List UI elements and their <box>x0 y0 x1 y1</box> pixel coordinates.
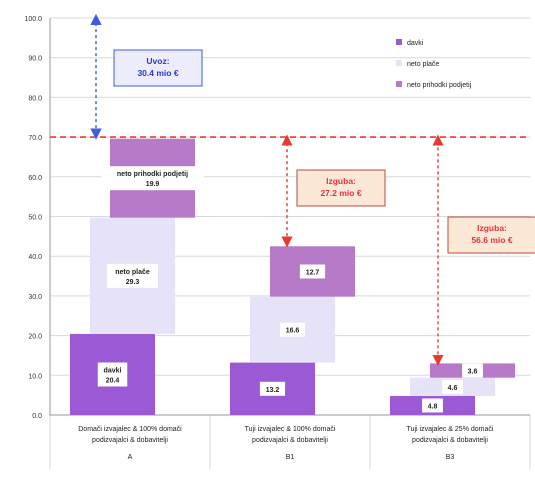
annotation-box <box>447 216 535 254</box>
data-label: 4.6 <box>448 385 458 392</box>
y-tick-label: 50.0 <box>28 215 42 222</box>
annotation-text: Uvoz: <box>146 56 169 66</box>
x-tick-label-line2: podizvajalci & dobavitelji <box>412 437 488 444</box>
data-label: 20.4 <box>106 378 120 385</box>
x-tick-label-line2: podizvajalci & dobavitelji <box>252 437 328 444</box>
data-label: neto prihodki podjetij <box>117 171 188 178</box>
x-tick-label-code: B3 <box>446 454 455 461</box>
data-label: 13.2 <box>266 387 280 394</box>
annotation-box <box>113 49 203 87</box>
legend-label: neto plače <box>407 61 439 68</box>
data-label: 12.7 <box>306 269 320 276</box>
data-label-box <box>259 381 286 396</box>
y-tick-label: 30.0 <box>28 294 42 301</box>
x-tick-label-code: B1 <box>286 454 295 461</box>
annotation-text: Izguba: <box>326 176 356 186</box>
x-tick-label-code: A <box>128 454 133 461</box>
annotations: Uvoz: 30.4 mio € Izguba: 27.2 mio € Izguba: 5… <box>90 13 535 366</box>
y-tick-label: 60.0 <box>28 175 42 182</box>
bars: davki 20.4 neto plače 29.3 neto prihodki pod… <box>70 138 515 415</box>
y-tick-label: 10.0 <box>28 373 42 380</box>
legend-swatch <box>396 60 402 66</box>
y-tick-label: 40.0 <box>28 254 42 261</box>
y-tick-label: 100.0 <box>24 16 42 23</box>
data-label: 19.9 <box>146 181 160 188</box>
data-label: davki <box>104 368 122 375</box>
data-label: 4.8 <box>428 403 438 410</box>
legend-swatch <box>396 81 402 87</box>
annotation-box <box>296 169 386 207</box>
data-label-box <box>97 362 128 387</box>
y-tick-label: 20.0 <box>28 334 42 341</box>
data-label-box <box>422 398 443 413</box>
data-label: 29.3 <box>126 279 140 286</box>
data-label-box <box>299 264 326 279</box>
annotation-text: 27.2 mio € <box>320 188 361 198</box>
legend-swatch <box>396 39 402 45</box>
annotation-text: 30.4 mio € <box>137 68 178 78</box>
y-tick-label: 90.0 <box>28 56 42 63</box>
x-axis-labels: Domači izvajalec & 100% domači podizvajal… <box>78 426 494 461</box>
annotation-text: Izguba: <box>477 223 507 233</box>
legend-label: neto prihodki podjetij <box>407 82 472 89</box>
y-tick-label: 70.0 <box>28 135 42 142</box>
data-label-box <box>101 166 204 191</box>
y-tick-label: 80.0 <box>28 95 42 102</box>
annotation-text: 56.6 mio € <box>471 235 512 245</box>
data-label: 3.6 <box>468 369 478 376</box>
x-tick-label-line1: Domači izvajalec & 100% domači <box>78 426 182 433</box>
x-tick-label-line1: Tuji izvajalec & 25% domači <box>407 426 494 433</box>
data-label: 16.6 <box>286 328 300 335</box>
data-label-box <box>107 263 158 288</box>
y-tick-label: 0.0 <box>32 413 42 420</box>
data-label-box <box>462 363 483 378</box>
legend: davki neto plače neto prihodki podjetij <box>396 39 472 89</box>
data-label: neto plače <box>115 269 150 276</box>
x-tick-label-line1: Tuji izvajalec & 100% domači <box>245 426 336 433</box>
x-tick-label-line2: podizvajalci & dobavitelji <box>92 437 168 444</box>
data-label-box <box>279 322 306 337</box>
data-label-box <box>442 379 463 394</box>
legend-label: davki <box>407 40 424 47</box>
